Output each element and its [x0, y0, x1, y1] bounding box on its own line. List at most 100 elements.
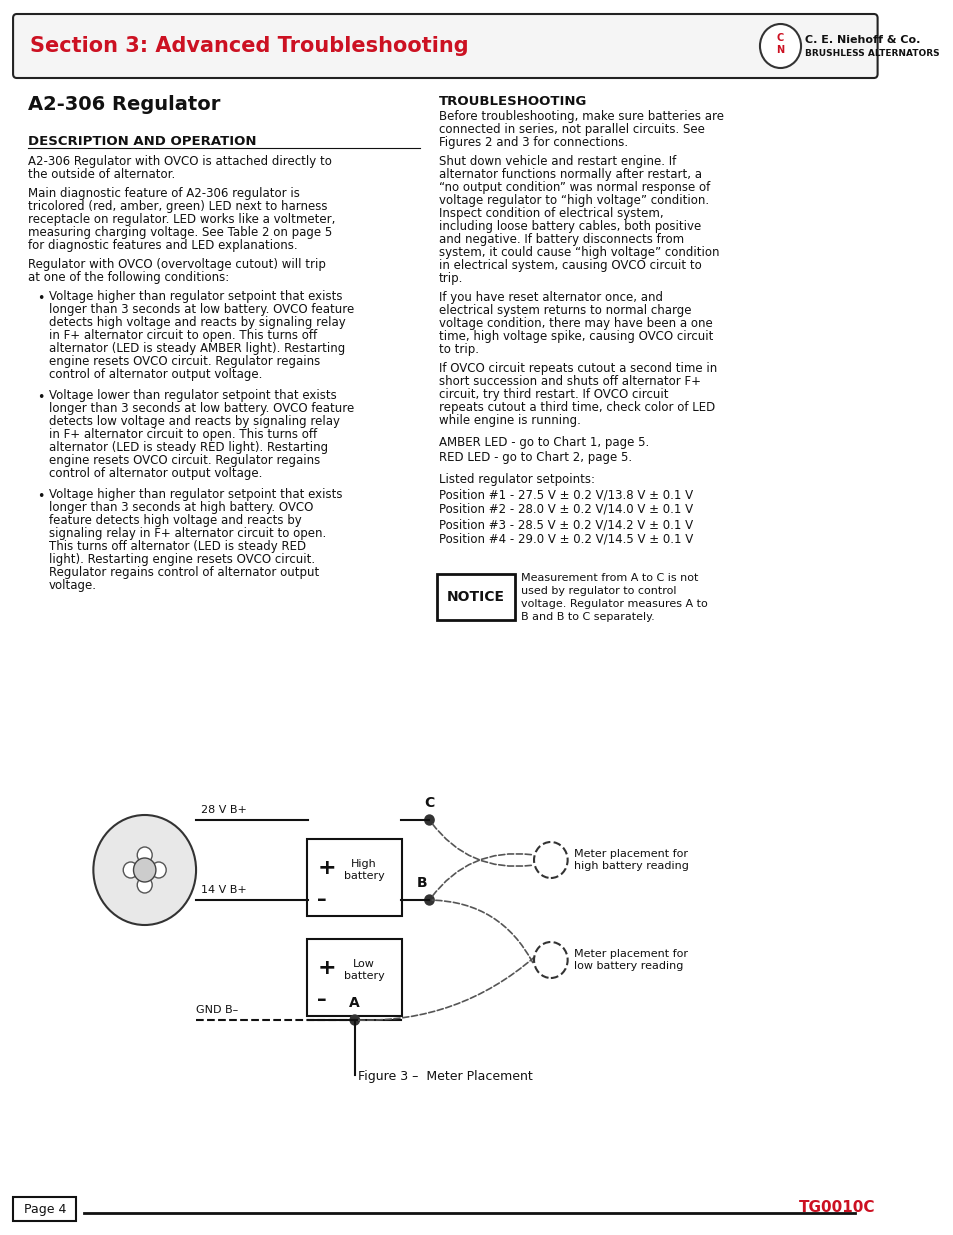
- Circle shape: [424, 895, 434, 905]
- Text: longer than 3 seconds at low battery. OVCO feature: longer than 3 seconds at low battery. OV…: [49, 303, 354, 316]
- Text: 14 V B+: 14 V B+: [200, 885, 246, 895]
- Text: for diagnostic features and LED explanations.: for diagnostic features and LED explanat…: [28, 240, 297, 252]
- Text: repeats cutout a third time, check color of LED: repeats cutout a third time, check color…: [438, 401, 715, 414]
- Text: longer than 3 seconds at high battery. OVCO: longer than 3 seconds at high battery. O…: [49, 501, 313, 514]
- Text: Voltage higher than regulator setpoint that exists: Voltage higher than regulator setpoint t…: [49, 290, 342, 303]
- Text: electrical system returns to normal charge: electrical system returns to normal char…: [438, 304, 691, 317]
- Text: Inspect condition of electrical system,: Inspect condition of electrical system,: [438, 207, 662, 220]
- Circle shape: [534, 942, 567, 978]
- FancyBboxPatch shape: [307, 939, 402, 1016]
- Text: GND B–: GND B–: [196, 1005, 238, 1015]
- Text: AMBER LED - go to Chart 1, page 5.: AMBER LED - go to Chart 1, page 5.: [438, 436, 648, 450]
- Text: signaling relay in F+ alternator circuit to open.: signaling relay in F+ alternator circuit…: [49, 527, 326, 540]
- Text: Regulator with OVCO (overvoltage cutout) will trip: Regulator with OVCO (overvoltage cutout)…: [28, 258, 326, 270]
- Text: the outside of alternator.: the outside of alternator.: [28, 168, 175, 182]
- Text: in F+ alternator circuit to open. This turns off: in F+ alternator circuit to open. This t…: [49, 329, 316, 342]
- Text: longer than 3 seconds at low battery. OVCO feature: longer than 3 seconds at low battery. OV…: [49, 403, 354, 415]
- Text: voltage regulator to “high voltage” condition.: voltage regulator to “high voltage” cond…: [438, 194, 708, 207]
- Text: Regulator regains control of alternator output: Regulator regains control of alternator …: [49, 566, 318, 579]
- Circle shape: [760, 23, 801, 68]
- Text: Low
battery: Low battery: [343, 960, 384, 981]
- Text: C: C: [424, 797, 435, 810]
- Text: Meter placement for
low battery reading: Meter placement for low battery reading: [574, 950, 687, 971]
- Text: Voltage lower than regulator setpoint that exists: Voltage lower than regulator setpoint th…: [49, 389, 336, 403]
- Text: High
battery: High battery: [343, 860, 384, 881]
- FancyBboxPatch shape: [13, 1197, 75, 1221]
- Circle shape: [93, 815, 196, 925]
- Text: +: +: [317, 958, 335, 978]
- Text: control of alternator output voltage.: control of alternator output voltage.: [49, 368, 262, 382]
- Circle shape: [424, 815, 434, 825]
- Text: Section 3: Advanced Troubleshooting: Section 3: Advanced Troubleshooting: [30, 36, 468, 56]
- Text: “no output condition” was normal response of: “no output condition” was normal respons…: [438, 182, 709, 194]
- Text: •: •: [37, 291, 45, 305]
- Text: feature detects high voltage and reacts by: feature detects high voltage and reacts …: [49, 514, 301, 527]
- Text: A: A: [349, 995, 360, 1010]
- Text: including loose battery cables, both positive: including loose battery cables, both pos…: [438, 220, 700, 233]
- Text: while engine is running.: while engine is running.: [438, 414, 580, 427]
- Text: trip.: trip.: [438, 272, 463, 285]
- Text: measuring charging voltage. See Table 2 on page 5: measuring charging voltage. See Table 2 …: [28, 226, 332, 240]
- Text: TROUBLESHOOTING: TROUBLESHOOTING: [438, 95, 586, 107]
- Text: +: +: [317, 858, 335, 878]
- Text: connected in series, not parallel circuits. See: connected in series, not parallel circui…: [438, 124, 704, 136]
- Text: Measurement from A to C is not: Measurement from A to C is not: [520, 573, 698, 583]
- Text: ②: ②: [543, 851, 558, 869]
- Text: Position #2 - 28.0 V ± 0.2 V/14.0 V ± 0.1 V: Position #2 - 28.0 V ± 0.2 V/14.0 V ± 0.…: [438, 503, 692, 516]
- Text: Position #3 - 28.5 V ± 0.2 V/14.2 V ± 0.1 V: Position #3 - 28.5 V ± 0.2 V/14.2 V ± 0.…: [438, 517, 692, 531]
- Circle shape: [152, 862, 166, 878]
- Text: Figure 3 –  Meter Placement: Figure 3 – Meter Placement: [357, 1070, 532, 1083]
- Text: Before troubleshooting, make sure batteries are: Before troubleshooting, make sure batter…: [438, 110, 723, 124]
- Text: circuit, try third restart. If OVCO circuit: circuit, try third restart. If OVCO circ…: [438, 388, 668, 401]
- Text: alternator (LED is steady AMBER light). Restarting: alternator (LED is steady AMBER light). …: [49, 342, 344, 354]
- Text: detects high voltage and reacts by signaling relay: detects high voltage and reacts by signa…: [49, 316, 345, 329]
- Text: engine resets OVCO circuit. Regulator regains: engine resets OVCO circuit. Regulator re…: [49, 454, 319, 467]
- Text: engine resets OVCO circuit. Regulator regains: engine resets OVCO circuit. Regulator re…: [49, 354, 319, 368]
- Text: C. E. Niehoff & Co.: C. E. Niehoff & Co.: [804, 35, 920, 44]
- FancyBboxPatch shape: [436, 574, 515, 620]
- Circle shape: [534, 842, 567, 878]
- Text: If OVCO circuit repeats cutout a second time in: If OVCO circuit repeats cutout a second …: [438, 362, 717, 375]
- Circle shape: [133, 858, 155, 882]
- Text: Voltage higher than regulator setpoint that exists: Voltage higher than regulator setpoint t…: [49, 488, 342, 501]
- Text: BRUSHLESS ALTERNATORS: BRUSHLESS ALTERNATORS: [804, 49, 939, 58]
- Text: A2-306 Regulator: A2-306 Regulator: [28, 95, 220, 114]
- Text: DESCRIPTION AND OPERATION: DESCRIPTION AND OPERATION: [28, 135, 256, 148]
- Text: Position #4 - 29.0 V ± 0.2 V/14.5 V ± 0.1 V: Position #4 - 29.0 V ± 0.2 V/14.5 V ± 0.…: [438, 534, 692, 546]
- Text: system, it could cause “high voltage” condition: system, it could cause “high voltage” co…: [438, 246, 719, 259]
- Text: Figures 2 and 3 for connections.: Figures 2 and 3 for connections.: [438, 136, 627, 149]
- Text: at one of the following conditions:: at one of the following conditions:: [28, 270, 229, 284]
- Text: RED LED - go to Chart 2, page 5.: RED LED - go to Chart 2, page 5.: [438, 451, 631, 464]
- Text: NOTICE: NOTICE: [447, 590, 505, 604]
- Text: detects low voltage and reacts by signaling relay: detects low voltage and reacts by signal…: [49, 415, 339, 429]
- Text: TG0010C: TG0010C: [799, 1200, 875, 1215]
- Text: voltage.: voltage.: [49, 579, 96, 592]
- Text: If you have reset alternator once, and: If you have reset alternator once, and: [438, 291, 662, 304]
- Text: time, high voltage spike, causing OVCO circuit: time, high voltage spike, causing OVCO c…: [438, 330, 713, 343]
- Circle shape: [123, 862, 138, 878]
- Text: Main diagnostic feature of A2-306 regulator is: Main diagnostic feature of A2-306 regula…: [28, 186, 299, 200]
- Text: –: –: [317, 990, 327, 1009]
- Text: in electrical system, causing OVCO circuit to: in electrical system, causing OVCO circu…: [438, 259, 700, 272]
- Text: tricolored (red, amber, green) LED next to harness: tricolored (red, amber, green) LED next …: [28, 200, 327, 212]
- Text: control of alternator output voltage.: control of alternator output voltage.: [49, 467, 262, 480]
- Text: used by regulator to control: used by regulator to control: [520, 585, 676, 597]
- Text: C
N: C N: [776, 33, 783, 54]
- Text: to trip.: to trip.: [438, 343, 478, 356]
- Text: B: B: [416, 876, 427, 890]
- Text: alternator functions normally after restart, a: alternator functions normally after rest…: [438, 168, 701, 182]
- Text: B and B to C separately.: B and B to C separately.: [520, 613, 654, 622]
- Circle shape: [137, 877, 152, 893]
- Text: in F+ alternator circuit to open. This turns off: in F+ alternator circuit to open. This t…: [49, 429, 316, 441]
- Text: Listed regulator setpoints:: Listed regulator setpoints:: [438, 473, 594, 487]
- Text: voltage. Regulator measures A to: voltage. Regulator measures A to: [520, 599, 707, 609]
- Text: •: •: [37, 391, 45, 404]
- Text: Position #1 - 27.5 V ± 0.2 V/13.8 V ± 0.1 V: Position #1 - 27.5 V ± 0.2 V/13.8 V ± 0.…: [438, 488, 692, 501]
- FancyBboxPatch shape: [307, 839, 402, 916]
- FancyBboxPatch shape: [13, 14, 877, 78]
- Text: 28 V B+: 28 V B+: [200, 805, 246, 815]
- Text: and negative. If battery disconnects from: and negative. If battery disconnects fro…: [438, 233, 683, 246]
- Text: light). Restarting engine resets OVCO circuit.: light). Restarting engine resets OVCO ci…: [49, 553, 314, 566]
- Text: voltage condition, there may have been a one: voltage condition, there may have been a…: [438, 317, 712, 330]
- Text: alternator (LED is steady RED light). Restarting: alternator (LED is steady RED light). Re…: [49, 441, 327, 454]
